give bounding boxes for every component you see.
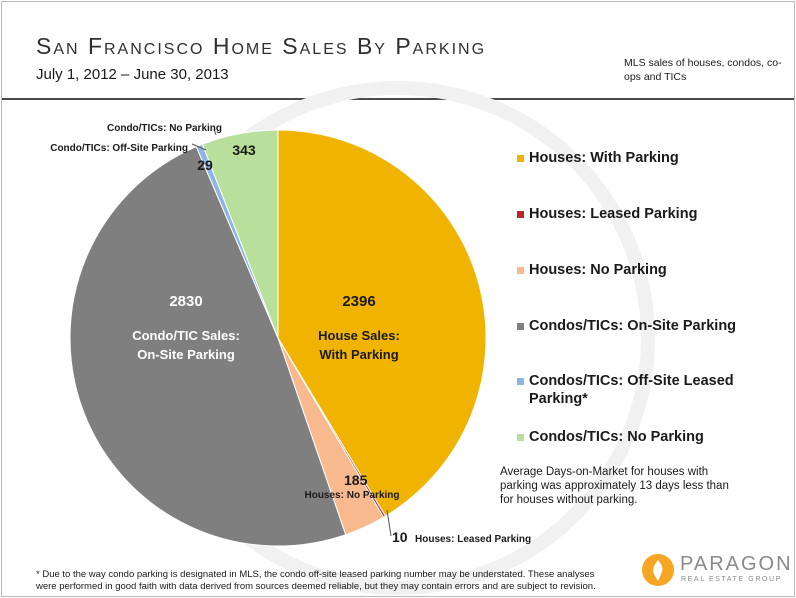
legend-label: Houses: Leased Parking — [529, 206, 698, 222]
legend-label: Condos/TICs: No Parking — [529, 429, 704, 445]
legend-label: Houses: With Parking — [529, 150, 679, 166]
slice-value-condos-tics-on-site-parking: 2830 — [169, 293, 202, 310]
callout-label-houses-leased-parking: Houses: Leased Parking — [415, 534, 531, 545]
legend-item-condos-tics-off-site-leased-parking: Condos/TICs: Off-Site Leased Parking* — [517, 372, 764, 408]
legend-item-houses-with-parking: Houses: With Parking — [517, 149, 679, 167]
pie-slice-condos-tics-on-site-parking — [69, 146, 347, 547]
callout-label-condos-tics-off-site-leased-parking: Condo/TICs: Off-Site Parking — [50, 143, 188, 154]
slice-value-houses-with-parking: 2396 — [342, 293, 375, 310]
legend-swatch — [517, 378, 524, 385]
legend-swatch — [517, 434, 524, 441]
callout-line-condos-tics-off-site-leased-parking — [191, 143, 207, 151]
days-on-market-note: Average Days-on-Market for houses with p… — [500, 466, 729, 506]
legend-label: Condos/TICs: Off-Site Leased Parking* — [529, 373, 734, 407]
header-divider — [2, 98, 794, 100]
legend-label: Condos/TICs: On-Site Parking — [529, 318, 737, 334]
callout-label-condos-tics-no-parking: Condo/TICs: No Parking — [107, 123, 222, 134]
slice-inner-label-houses-with-parking-2: With Parking — [319, 347, 398, 362]
legend-item-houses-no-parking: Houses: No Parking — [517, 261, 667, 279]
legend-label: Houses: No Parking — [529, 262, 667, 278]
logo-tagline: REAL ESTATE GROUP — [681, 576, 782, 583]
legend-swatch — [517, 323, 524, 330]
data-source-note: MLS sales of houses, condos, co-ops and … — [624, 57, 782, 83]
date-range: July 1, 2012 – June 30, 2013 — [36, 66, 229, 83]
legend-swatch — [517, 211, 524, 218]
legend-item-condos-tics-on-site-parking: Condos/TICs: On-Site Parking — [517, 317, 736, 335]
legend-swatch — [517, 267, 524, 274]
logo-flame-icon — [642, 554, 674, 586]
legend-swatch — [517, 155, 524, 162]
callout-value-condos-tics-no-parking: 343 — [232, 142, 256, 158]
logo-name: PARAGON — [680, 553, 793, 575]
page-title: San Francisco Home Sales By Parking — [36, 33, 487, 59]
callout-line-houses-leased-parking — [386, 509, 392, 537]
callout-line-condos-tics-no-parking — [213, 128, 217, 136]
slice-inner-label-condos-tics-on-site-parking-1: Condo/TIC Sales: — [132, 328, 240, 343]
callout-label-houses-no-parking: Houses: No Parking — [304, 490, 399, 501]
callout-value-houses-no-parking: 185 — [344, 472, 368, 488]
footnote: * Due to the way condo parking is design… — [36, 569, 596, 592]
slice-inner-label-houses-with-parking-1: House Sales: — [318, 328, 400, 343]
pie-slice-condos-tics-no-parking — [201, 129, 279, 339]
legend-item-condos-tics-no-parking: Condos/TICs: No Parking — [517, 428, 704, 446]
pie-slice-houses-with-parking — [277, 129, 487, 517]
paragon-logo: PARAGON REAL ESTATE GROUP — [642, 553, 791, 589]
callout-value-houses-leased-parking: 10 — [392, 529, 408, 545]
callout-value-condos-tics-off-site-leased-parking: 29 — [197, 157, 213, 173]
legend-item-houses-leased-parking: Houses: Leased Parking — [517, 205, 697, 223]
slice-inner-label-condos-tics-on-site-parking-2: On-Site Parking — [137, 347, 235, 362]
